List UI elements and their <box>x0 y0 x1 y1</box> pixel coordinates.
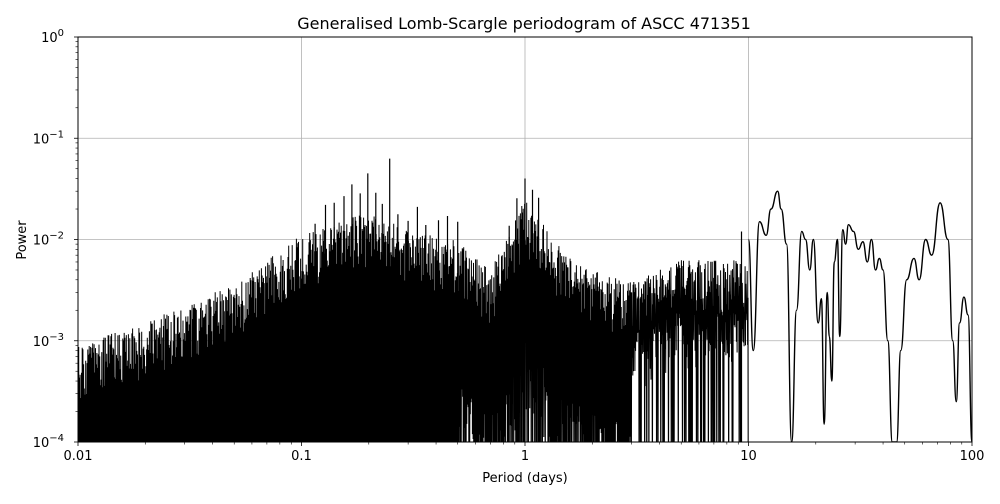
periodogram-spikes <box>78 202 749 442</box>
periodogram-curve <box>747 190 972 442</box>
y-tick-label: 100 <box>41 28 64 46</box>
y-tick-label: 10−4 <box>33 433 64 451</box>
x-tick-label: 10 <box>740 449 757 464</box>
y-tick-label: 10−3 <box>33 332 64 350</box>
chart-title: Generalised Lomb-Scargle periodogram of … <box>297 14 751 33</box>
y-tick-label: 10−1 <box>33 129 64 147</box>
x-tick-label: 100 <box>960 449 985 464</box>
x-tick-label: 0.1 <box>291 449 312 464</box>
x-axis-ticks: 0.01 0.1 1 10 100 <box>64 442 985 464</box>
y-axis-ticks: 10−4 10−3 10−2 10−1 100 <box>33 28 78 451</box>
x-axis-label: Period (days) <box>482 471 568 486</box>
y-axis-label: Power <box>15 220 30 260</box>
x-tick-label: 0.01 <box>64 449 93 464</box>
x-tick-label: 1 <box>521 449 529 464</box>
y-tick-label: 10−2 <box>33 231 64 249</box>
